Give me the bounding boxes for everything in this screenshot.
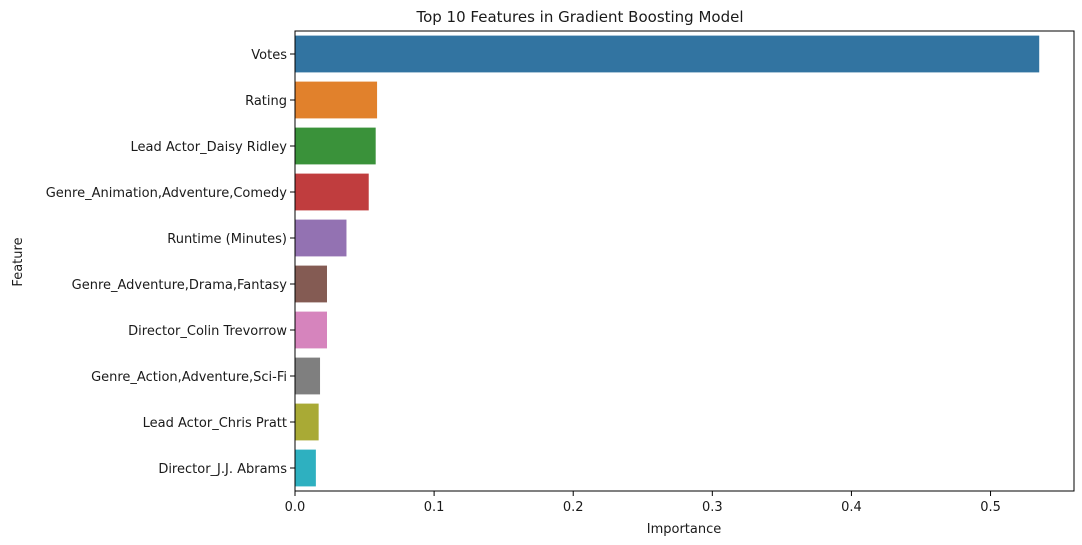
x-tick-label: 0.4 [841,500,862,515]
x-tick-label: 0.1 [424,500,445,515]
bar [295,403,319,441]
bar [295,35,1040,73]
y-tick-label: Runtime (Minutes) [167,232,287,247]
y-tick-label: Votes [251,48,287,63]
x-tick-label: 0.2 [563,500,584,515]
y-tick-label: Genre_Adventure,Drama,Fantasy [72,278,288,293]
bars-group [295,35,1040,487]
y-axis-ticks: Votes Rating Lead Actor_Daisy Ridley Genre_… [46,48,295,477]
x-tick-label: 0.5 [980,500,1001,515]
bar [295,219,347,257]
bar [295,311,327,349]
bar [295,265,327,303]
bar [295,173,369,211]
x-tick-label: 0.0 [285,500,306,515]
y-tick-label: Director_Colin Trevorrow [128,324,287,339]
chart-title: Top 10 Features in Gradient Boosting Mod… [415,8,743,26]
x-axis-ticks: 0.0 0.1 0.2 0.3 0.4 0.5 [285,491,1001,515]
y-tick-label: Genre_Animation,Adventure,Comedy [46,186,288,201]
bar [295,357,321,395]
y-tick-label: Genre_Action,Adventure,Sci-Fi [91,370,287,385]
x-tick-label: 0.3 [702,500,723,515]
y-axis-label: Feature [11,237,26,286]
bar [295,127,376,165]
plot-frame [294,30,1075,492]
bar [295,81,378,119]
x-axis-label: Importance [647,522,722,537]
y-tick-label: Lead Actor_Daisy Ridley [131,140,288,155]
y-tick-label: Rating [245,94,287,109]
y-tick-label: Director_J.J. Abrams [158,462,287,477]
y-tick-label: Lead Actor_Chris Pratt [143,416,287,431]
bar [295,449,316,487]
